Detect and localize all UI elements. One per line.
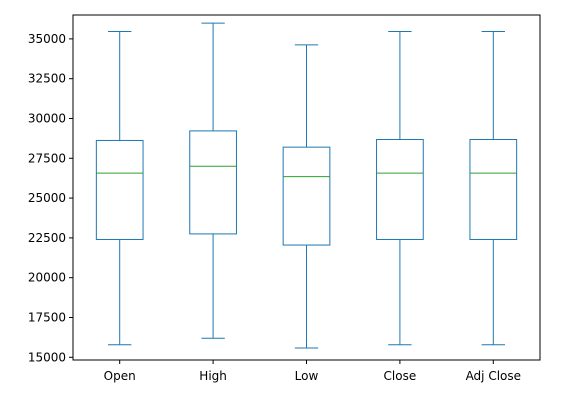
y-axis-ticks: 15000 17500 20000 22500 25000 27500 30000 32500… — [28, 32, 73, 364]
x-axis-ticks: Open High Low Close Adj Close — [104, 360, 521, 383]
x-tick-label: Close — [384, 369, 417, 383]
y-tick-label: 17500 — [28, 310, 66, 324]
x-tick-label: High — [199, 369, 227, 383]
box-high — [189, 22, 237, 339]
plot-frame — [72, 14, 541, 361]
x-tick-label: Low — [295, 369, 319, 383]
y-tick-label: 20000 — [28, 271, 66, 285]
box-close — [376, 31, 424, 346]
y-tick-label: 22500 — [28, 231, 66, 245]
box-open — [95, 31, 144, 346]
iqr-box — [282, 146, 331, 246]
y-tick-label: 15000 — [28, 350, 66, 364]
box-low — [282, 44, 331, 349]
iqr-box — [376, 138, 424, 240]
y-tick-label: 32500 — [28, 72, 66, 86]
iqr-box — [469, 138, 518, 240]
iqr-box — [189, 130, 237, 235]
box-series — [95, 22, 518, 349]
x-tick-label: Adj Close — [466, 369, 521, 383]
y-tick-label: 30000 — [28, 111, 66, 125]
y-tick-label: 25000 — [28, 191, 66, 205]
x-tick-label: Open — [104, 369, 136, 383]
y-tick-label: 27500 — [28, 151, 66, 165]
y-tick-label: 35000 — [28, 32, 66, 46]
iqr-box — [95, 139, 144, 240]
box-adj-close — [469, 31, 518, 346]
